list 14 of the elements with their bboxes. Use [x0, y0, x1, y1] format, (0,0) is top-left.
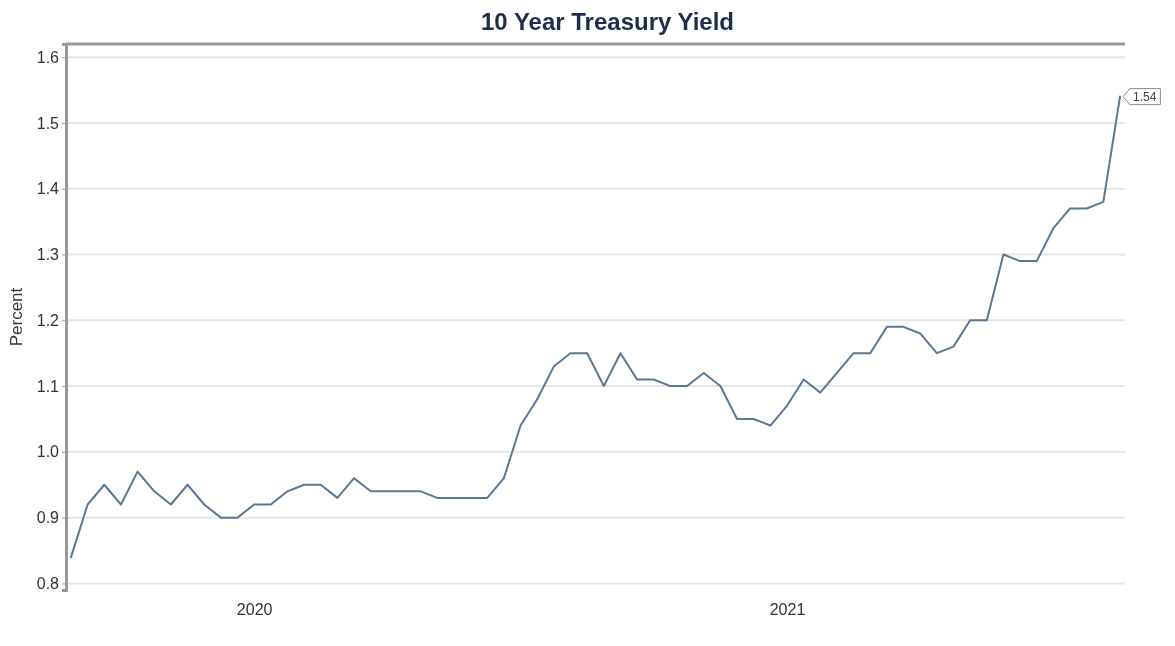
data-label: 1.54 [1133, 89, 1157, 104]
y-tick-label: 1.4 [36, 180, 60, 198]
y-tick-label: 1.0 [36, 443, 60, 461]
y-tick-label: 0.8 [36, 575, 60, 593]
y-tick-label: 1.1 [36, 377, 60, 395]
y-tick-label: 1.2 [36, 311, 60, 329]
y-tick-label: 1.3 [36, 246, 60, 264]
y-tick-label: 1.6 [36, 48, 60, 66]
x-tick-label: 2021 [769, 601, 806, 619]
y-axis-title: Percent [7, 287, 26, 347]
chart-title: 10 Year Treasury Yield [480, 8, 735, 35]
y-tick-label: 0.9 [36, 509, 60, 527]
x-tick-label: 2020 [236, 601, 273, 619]
y-tick-label: 1.5 [36, 114, 60, 132]
